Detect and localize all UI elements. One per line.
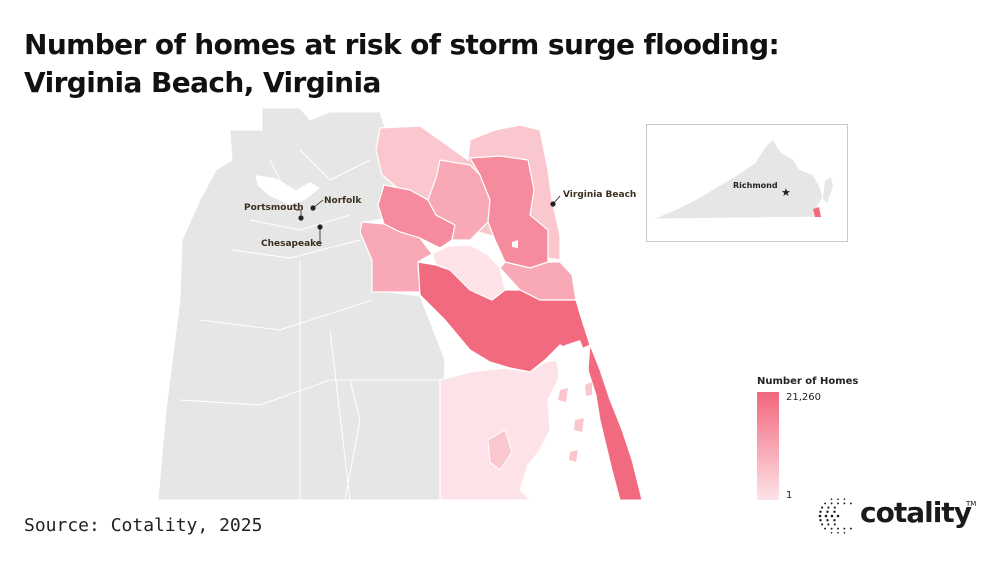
norfolk-marker: Norfolk	[310, 196, 362, 211]
chesapeake-marker: Chesapeake	[261, 224, 323, 249]
title-line-2: Virginia Beach, Virginia	[24, 66, 381, 99]
logo-dot	[827, 523, 830, 526]
legend-max-label: 21,260	[786, 392, 821, 403]
logo-dot	[833, 506, 836, 509]
portsmouth-label: Portsmouth	[244, 203, 304, 213]
logo-dot	[821, 506, 824, 509]
region-sandbridge-coast	[587, 344, 643, 501]
logo-dot	[837, 527, 839, 530]
region-southern-rural	[439, 359, 561, 501]
logo-dot	[830, 514, 834, 518]
legend-gradient	[757, 392, 779, 500]
legend-title: Number of Homes	[757, 376, 859, 387]
region-southern-rural-detail	[487, 429, 513, 471]
logo-dot	[826, 510, 829, 513]
lake-water	[512, 240, 518, 248]
logo-dot	[824, 527, 827, 530]
logo-dot	[833, 510, 836, 513]
logo-trademark: TM	[966, 500, 977, 508]
virginia-outline: Richmond ★	[652, 138, 833, 220]
logo-dot	[843, 527, 846, 530]
logo-dot	[849, 502, 852, 505]
logo-dot	[824, 502, 827, 505]
logo-dot	[819, 510, 822, 513]
cotality-dot-sphere-icon	[818, 498, 852, 534]
logo-dot	[821, 523, 824, 526]
virginia-beach-label: Virginia Beach	[563, 190, 636, 200]
source-note: Source: Cotality, 2025	[24, 515, 263, 536]
logo-dot	[833, 523, 836, 526]
logo-dot	[843, 531, 846, 534]
logo-dot	[824, 514, 828, 518]
logo-dot	[830, 502, 833, 505]
state-inset-map: Richmond ★	[646, 124, 848, 242]
surrounding-land-lines	[179, 149, 445, 501]
logo-dot	[843, 502, 846, 505]
logo-dot	[830, 527, 833, 530]
logo-wordmark: cotality	[860, 496, 972, 529]
logo-dot	[818, 514, 822, 518]
logo-dot	[827, 506, 830, 509]
logo-dot	[819, 519, 822, 522]
portsmouth-marker: Portsmouth	[244, 203, 304, 221]
logo-dot	[833, 519, 836, 522]
virginia-state-shape	[652, 138, 824, 220]
logo-dot	[836, 514, 840, 518]
region-northwest	[377, 184, 456, 249]
virginia-beach-highlight	[813, 207, 821, 217]
logo-dot	[826, 519, 829, 522]
logo-dot	[843, 498, 846, 501]
logo-dot	[837, 502, 839, 505]
logo-dot	[849, 527, 852, 530]
chart-title: Number of homes at risk of storm surge f…	[24, 26, 924, 102]
eastern-shore	[823, 177, 833, 203]
logo-dot	[837, 531, 839, 534]
logo-dot	[830, 498, 833, 501]
title-line-1: Number of homes at risk of storm surge f…	[24, 28, 780, 61]
virginia-beach-marker: Virginia Beach	[550, 190, 636, 207]
back-bay-islands	[558, 382, 592, 462]
harbor-water	[255, 175, 320, 205]
chesapeake-label: Chesapeake	[261, 239, 322, 249]
norfolk-label: Norfolk	[324, 196, 362, 206]
cotality-logo: cotality TM	[816, 490, 986, 542]
logo-dot	[830, 531, 833, 534]
star-icon: ★	[781, 186, 791, 199]
logo-dot	[837, 498, 839, 501]
richmond-label: Richmond	[733, 181, 778, 190]
legend-min-label: 1	[786, 490, 793, 501]
